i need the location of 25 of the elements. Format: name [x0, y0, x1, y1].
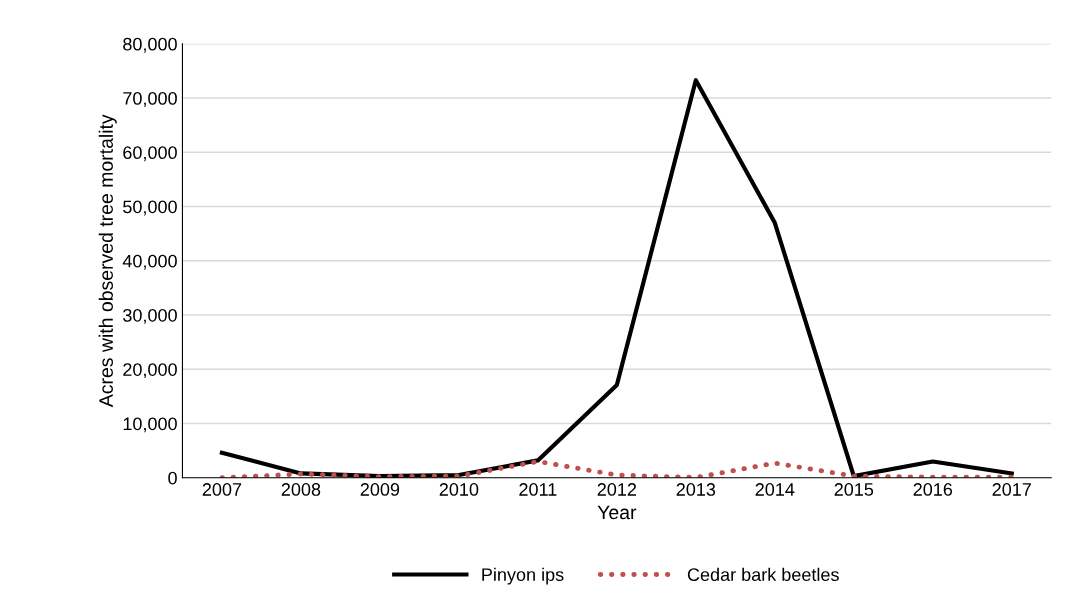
x-tick-label: 2010 [439, 483, 479, 496]
y-tick-label: 10,000 [123, 417, 177, 433]
legend-label: Pinyon ips [482, 567, 564, 585]
y-tick-label: 50,000 [123, 200, 177, 216]
y-tick-label: 0 [168, 471, 177, 485]
y-tick-label: 70,000 [123, 91, 177, 107]
y-axis-title: Acres with observed tree mortality [98, 114, 117, 408]
x-tick-label: 2016 [913, 483, 953, 496]
x-tick-label: 2009 [360, 483, 400, 496]
x-tick-label: 2014 [755, 483, 795, 496]
y-tick-label: 20,000 [123, 363, 177, 379]
x-tick-label: 2008 [281, 483, 321, 496]
y-tick-label: 30,000 [123, 308, 177, 324]
y-tick-label: 60,000 [123, 146, 177, 162]
x-tick-label: 2007 [202, 483, 242, 496]
x-axis-title: Year [597, 505, 637, 520]
x-tick-label: 2015 [834, 483, 874, 496]
y-tick-label: 40,000 [122, 254, 177, 270]
x-tick-label: 2013 [676, 483, 716, 496]
x-tick-label: 2011 [519, 483, 557, 496]
x-tick-label: 2012 [597, 483, 637, 496]
x-tick-label: 2017 [992, 483, 1031, 496]
line-series [219, 459, 1015, 478]
y-tick-label: 80,000 [123, 37, 177, 53]
legend-label: Cedar bark beetles [687, 567, 839, 582]
